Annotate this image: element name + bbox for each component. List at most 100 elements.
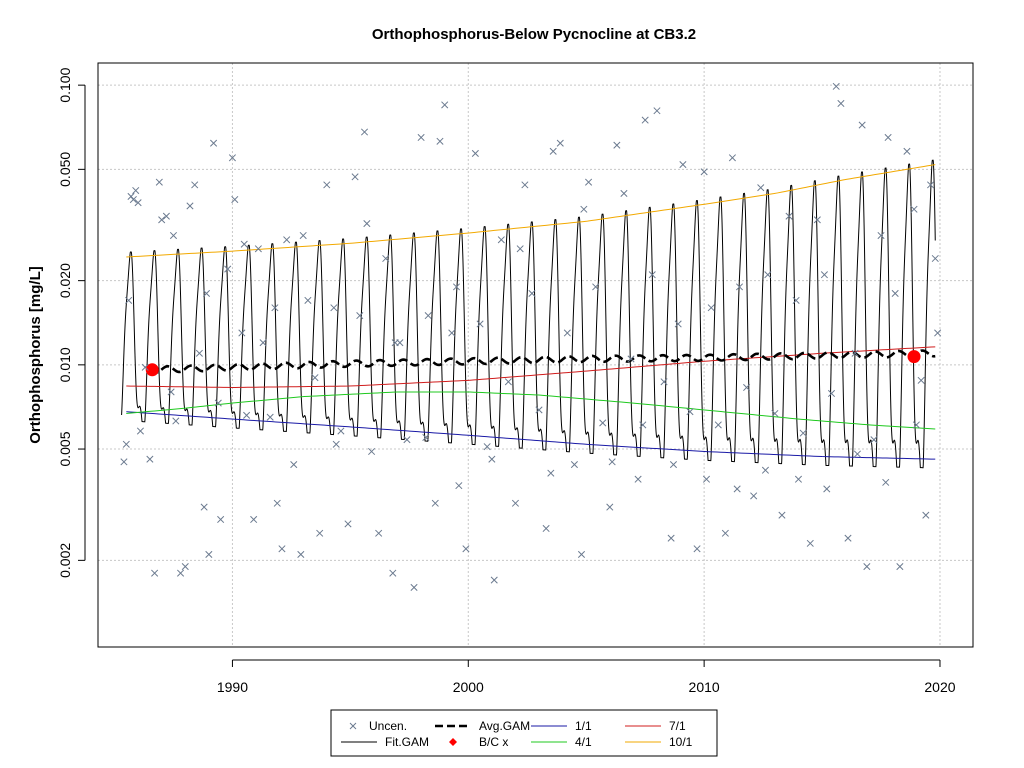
chart-title: Orthophosphorus-Below Pycnocline at CB3.…	[372, 26, 696, 43]
scatter-point	[278, 545, 286, 553]
bc-point	[145, 363, 159, 377]
legend-label: 7/1	[669, 719, 686, 733]
scatter-point	[735, 283, 744, 291]
scatter-point	[146, 455, 154, 463]
scatter-point	[653, 107, 661, 115]
scatter-point	[778, 511, 786, 519]
scatter-point	[792, 296, 800, 304]
scatter-point	[639, 421, 647, 429]
scatter-point	[129, 195, 137, 204]
y-axis: 0.002 0.005 0.010 0.020 0.050 0.100	[57, 67, 86, 578]
scatter-point	[851, 349, 859, 357]
scatter-point	[224, 265, 232, 273]
scatter-point	[686, 408, 694, 416]
scatter-point	[528, 289, 536, 298]
scatter-point	[660, 378, 668, 386]
scatter-point	[441, 101, 449, 109]
scatter-point	[132, 186, 140, 195]
grid	[98, 63, 973, 647]
scatter-point	[271, 304, 279, 312]
scatter-point	[750, 492, 758, 500]
scatter-points	[120, 82, 942, 592]
scatter-point	[273, 499, 281, 507]
scatter-point	[806, 539, 814, 547]
scatter-point	[535, 406, 543, 414]
scatter-point	[431, 499, 439, 507]
scatter-point	[832, 82, 840, 90]
scatter-point	[356, 312, 364, 320]
legend-label: 10/1	[669, 735, 693, 749]
legend-label: Fit.GAM	[385, 735, 429, 749]
scatter-point	[679, 161, 687, 169]
scatter-point	[476, 320, 484, 328]
scatter-point	[799, 429, 807, 437]
scatter-point	[585, 178, 593, 186]
scatter-point	[577, 550, 586, 558]
scatter-point	[436, 137, 444, 145]
scatter-point	[250, 515, 258, 524]
scatter-point	[136, 427, 145, 435]
scatter-point	[853, 450, 861, 458]
scatter-point	[422, 433, 430, 442]
scatter-point	[471, 149, 479, 157]
x-tick-label: 2020	[924, 679, 955, 695]
scatter-point	[516, 245, 524, 253]
legend-item: 10/1	[625, 735, 693, 749]
scatter-point	[728, 154, 736, 162]
scatter-point	[134, 199, 142, 207]
scatter-point	[363, 220, 371, 228]
scatter-point	[667, 534, 675, 542]
scatter-point	[344, 520, 352, 528]
scatter-point	[243, 411, 251, 419]
scatter-point	[733, 485, 741, 493]
legend-marker	[449, 738, 457, 746]
series-layer	[121, 159, 936, 469]
scatter-point	[674, 320, 682, 328]
legend-label: B/C x	[479, 735, 508, 749]
scatter-point	[375, 529, 383, 537]
scatter-point	[823, 485, 831, 493]
scatter-point	[891, 289, 899, 298]
scatter-point	[210, 139, 218, 147]
scatter-point	[702, 475, 711, 483]
scatter-point	[191, 181, 199, 189]
scatter-point	[922, 511, 930, 519]
scatter-point	[167, 388, 175, 396]
scatter-point	[771, 409, 779, 418]
scatter-point	[259, 339, 267, 347]
scatter-point	[641, 116, 649, 124]
scatter-point	[490, 576, 498, 584]
scatter-point	[599, 419, 607, 427]
legend: Uncen. Fit.GAM Avg.GAM B/C x 1/1 4/1 7/1 10/1	[330, 709, 718, 757]
scatter-point	[323, 181, 331, 189]
scatter-point	[882, 478, 890, 486]
scatter-point	[827, 389, 836, 398]
scatter-point	[240, 240, 248, 248]
scatter-point	[151, 569, 159, 577]
scatter-point	[448, 329, 456, 337]
scatter-point	[813, 216, 821, 224]
scatter-point	[511, 499, 520, 507]
scatter-point	[570, 461, 578, 469]
scatter-point	[627, 355, 635, 363]
trend-line-10-1	[126, 164, 936, 258]
scatter-point	[556, 139, 564, 147]
scatter-point	[483, 443, 491, 451]
scatter-point	[549, 147, 557, 155]
legend-item: B/C x	[449, 735, 508, 749]
scatter-point	[580, 205, 588, 213]
legend-label: 1/1	[575, 719, 592, 733]
scatter-point	[316, 529, 324, 537]
scatter-point	[214, 399, 222, 407]
scatter-point	[934, 329, 942, 337]
scatter-point	[707, 304, 715, 312]
scatter-point	[912, 421, 920, 429]
scatter-point	[714, 421, 722, 429]
legend-label: 4/1	[575, 735, 592, 749]
scatter-point	[761, 466, 770, 474]
x-axis: 1990 2000 2010 2020	[217, 659, 956, 695]
scatter-point	[634, 475, 642, 483]
scatter-point	[700, 168, 708, 176]
scatter-point	[858, 121, 866, 129]
scatter-point	[186, 202, 194, 210]
